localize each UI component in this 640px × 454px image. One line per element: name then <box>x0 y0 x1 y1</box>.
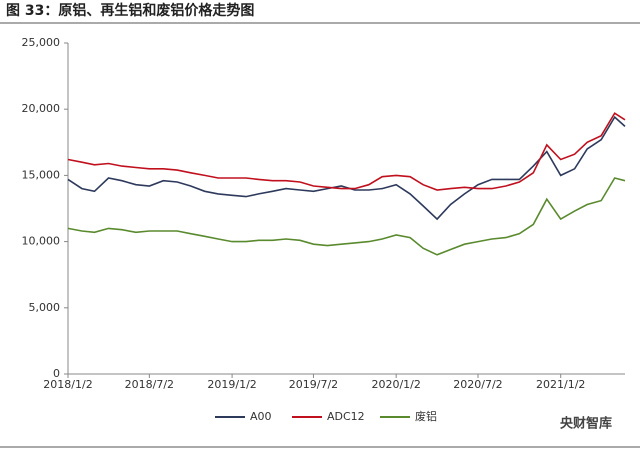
x-tick-label: 2018/1/2 <box>43 378 92 391</box>
x-tick-label: 2019/1/2 <box>207 378 256 391</box>
y-tick-label: 15,000 <box>22 168 61 181</box>
x-tick-label: 2019/7/2 <box>289 378 338 391</box>
legend-label: A00 <box>250 410 272 423</box>
x-tick-label: 2018/7/2 <box>125 378 174 391</box>
series-line <box>67 112 626 191</box>
y-tick-label: 25,000 <box>22 36 61 49</box>
x-tick-label: 2020/7/2 <box>453 378 502 391</box>
series-line <box>67 177 626 256</box>
watermark: 央财智库 <box>560 416 612 432</box>
legend-label: 废铝 <box>415 409 437 423</box>
y-tick-label: 20,000 <box>22 102 61 115</box>
chart-title: 图 33：原铝、再生铝和废铝价格走势图 <box>6 2 254 19</box>
x-tick-label: 2020/1/2 <box>371 378 420 391</box>
y-tick-label: 0 <box>53 367 60 380</box>
y-tick-label: 5,000 <box>29 301 61 314</box>
legend-label: ADC12 <box>327 410 365 423</box>
x-tick-label: 2021/1/2 <box>536 378 585 391</box>
y-tick-label: 10,000 <box>22 235 61 248</box>
